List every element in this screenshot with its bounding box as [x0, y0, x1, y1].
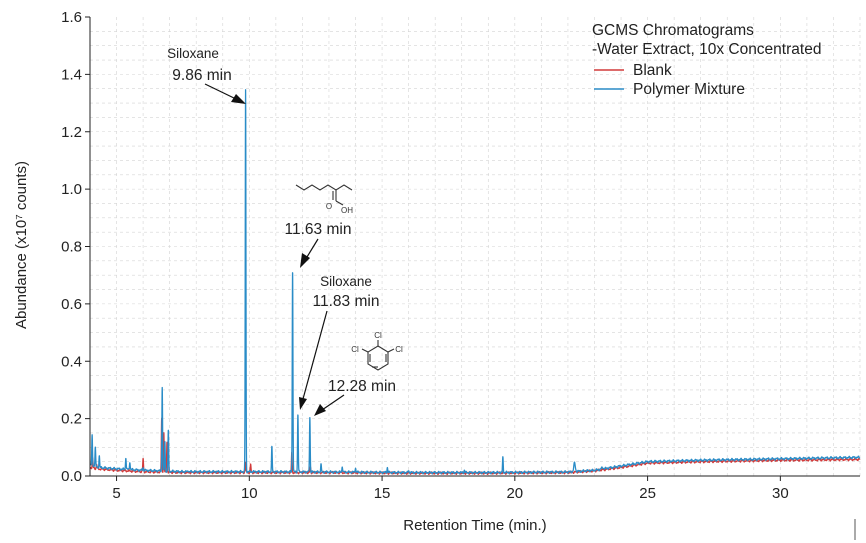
trichlorobenzene-structure: Cl Cl Cl	[351, 331, 403, 371]
legend: GCMS Chromatograms -Water Extract, 10x C…	[592, 22, 821, 98]
ethylhexanoic-acid-label-oh: OH	[341, 206, 353, 215]
x-axis-title: Retention Time (min.)	[403, 517, 546, 534]
series-line-polymer-mixture	[89, 89, 861, 475]
annotation-siloxane-1-label: Siloxane	[167, 46, 219, 61]
grid	[89, 17, 861, 476]
annotation-acid-arrow	[306, 238, 319, 258]
annotation-siloxane-1-arrowhead	[231, 94, 246, 104]
x-tick-label: 5	[112, 485, 120, 502]
legend-title-line-2: -Water Extract, 10x Concentrated	[592, 41, 821, 58]
annotation-siloxane-1-arrow	[204, 83, 237, 100]
y-tick-label: 0.0	[61, 468, 82, 485]
trichlorobenzene-label-cl-left: Cl	[351, 345, 359, 354]
y-tick-label: 1.4	[61, 66, 82, 83]
x-tick-label: 20	[506, 485, 523, 502]
y-tick-label: 1.6	[61, 9, 82, 26]
y-tick-label: 0.6	[61, 296, 82, 313]
trichlorobenzene-label-cl-top: Cl	[374, 331, 382, 340]
x-tick-label: 25	[639, 485, 656, 502]
legend-entry-blank: Blank	[633, 62, 672, 79]
legend-entry-polymer-mixture: Polymer Mixture	[633, 81, 745, 98]
axes	[85, 16, 860, 481]
legend-title-line-1: GCMS Chromatograms	[592, 22, 754, 39]
y-tick-label: 0.2	[61, 411, 82, 428]
x-tick-label: 10	[241, 485, 258, 502]
y-tick-label: 0.8	[61, 239, 82, 256]
ethylhexanoic-acid-label-o: O	[326, 202, 332, 211]
annotation-siloxane-2-arrow	[302, 310, 328, 400]
y-tick-label: 1.2	[61, 124, 82, 141]
annotation-trichlorobenzene-arrowhead	[314, 404, 326, 416]
annotation-trichlorobenzene-arrow	[321, 394, 345, 411]
x-tick-label: 15	[374, 485, 391, 502]
tick-labels: 5 10 15 20 25 30 0.0 0.2 0.4 0.6 0.8 1.0 1.2 1.4 1.6	[61, 9, 789, 502]
y-axis-title: Abundance (x10⁷ counts)	[13, 161, 30, 329]
annotation-acid-time: 11.63 min	[285, 221, 352, 238]
annotation-acid-arrowhead	[300, 253, 310, 268]
x-tick-label: 30	[772, 485, 789, 502]
annotations: Siloxane 9.86 min O OH 11.63 min Siloxan…	[167, 46, 403, 416]
annotation-siloxane-2-time: 11.83 min	[313, 293, 380, 310]
trichlorobenzene-label-cl-right: Cl	[395, 345, 403, 354]
ethylhexanoic-acid-structure: O OH	[295, 184, 353, 215]
annotation-siloxane-1-time: 9.86 min	[172, 67, 231, 84]
annotation-trichlorobenzene-time: 12.28 min	[328, 378, 396, 395]
annotation-siloxane-2-label: Siloxane	[320, 274, 372, 289]
series-layer	[89, 89, 861, 476]
annotation-siloxane-2-arrowhead	[299, 397, 307, 410]
y-tick-label: 1.0	[61, 181, 82, 198]
y-tick-label: 0.4	[61, 353, 82, 370]
series-line-blank	[89, 417, 861, 476]
